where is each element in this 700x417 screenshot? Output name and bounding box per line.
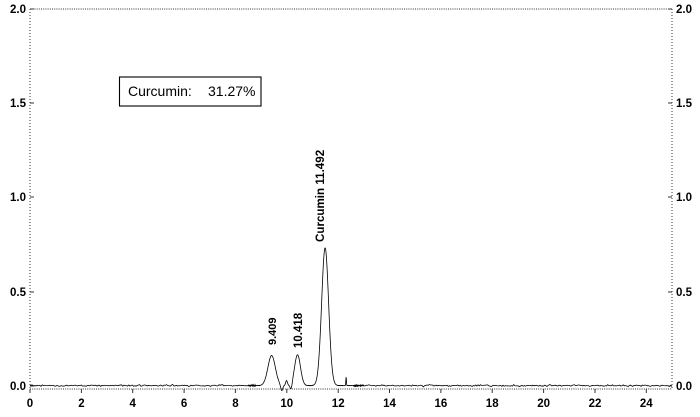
- svg-text:16: 16: [435, 398, 448, 410]
- svg-text:9.409: 9.409: [267, 317, 279, 345]
- svg-text:6: 6: [181, 398, 187, 410]
- svg-text:Curcumin:: Curcumin:: [128, 83, 192, 99]
- svg-text:24: 24: [640, 398, 653, 410]
- svg-text:1.5: 1.5: [10, 98, 27, 110]
- svg-text:2.0: 2.0: [676, 4, 692, 16]
- svg-text:22: 22: [589, 398, 602, 410]
- svg-text:1.0: 1.0: [676, 192, 692, 204]
- svg-text:14: 14: [383, 398, 396, 410]
- svg-text:20: 20: [537, 398, 550, 410]
- svg-text:12: 12: [332, 398, 345, 410]
- svg-text:10: 10: [280, 398, 293, 410]
- svg-text:0.5: 0.5: [10, 287, 27, 299]
- svg-text:0.5: 0.5: [676, 287, 693, 299]
- svg-text:2: 2: [78, 398, 84, 410]
- svg-text:0.0: 0.0: [676, 381, 692, 393]
- svg-text:4: 4: [129, 398, 136, 410]
- svg-text:18: 18: [486, 398, 499, 410]
- svg-text:0.0: 0.0: [10, 381, 26, 393]
- svg-text:31.27%: 31.27%: [208, 83, 255, 99]
- svg-text:1.5: 1.5: [676, 98, 693, 110]
- svg-text:10.418: 10.418: [293, 312, 305, 348]
- svg-text:1.0: 1.0: [10, 192, 26, 204]
- svg-text:2.0: 2.0: [10, 4, 26, 16]
- svg-text:0: 0: [27, 398, 33, 410]
- svg-text:Curcumin 11.492: Curcumin 11.492: [314, 150, 327, 242]
- svg-text:8: 8: [232, 398, 239, 410]
